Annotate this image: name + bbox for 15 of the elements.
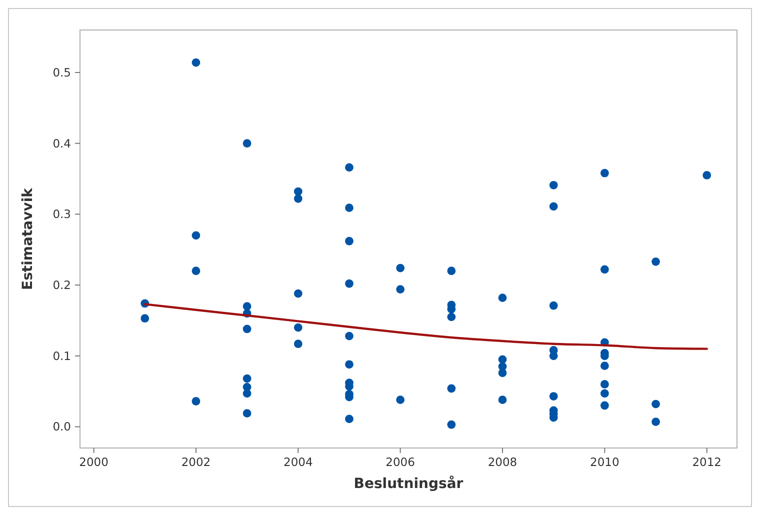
x-tick-label: 2002 — [181, 455, 211, 469]
x-tick-label: 2004 — [284, 455, 313, 469]
x-tick-label: 2006 — [386, 455, 415, 469]
y-tick-label: 0.4 — [52, 136, 71, 150]
x-tick-label: 2010 — [590, 455, 620, 469]
x-tick-label: 2000 — [79, 455, 108, 469]
x-axis-title: Beslutningsår — [354, 475, 464, 492]
y-tick-label: 0.1 — [52, 348, 71, 363]
y-tick-label: 0.0 — [52, 420, 71, 434]
x-tick-label: 2008 — [488, 455, 518, 469]
y-tick-label: 0.3 — [52, 207, 71, 222]
y-axis-title: Estimatavvik — [20, 187, 36, 290]
y-tick-label: 0.2 — [52, 278, 71, 292]
x-tick-label: 2012 — [692, 455, 722, 469]
y-tick-label: 0.5 — [52, 66, 71, 80]
